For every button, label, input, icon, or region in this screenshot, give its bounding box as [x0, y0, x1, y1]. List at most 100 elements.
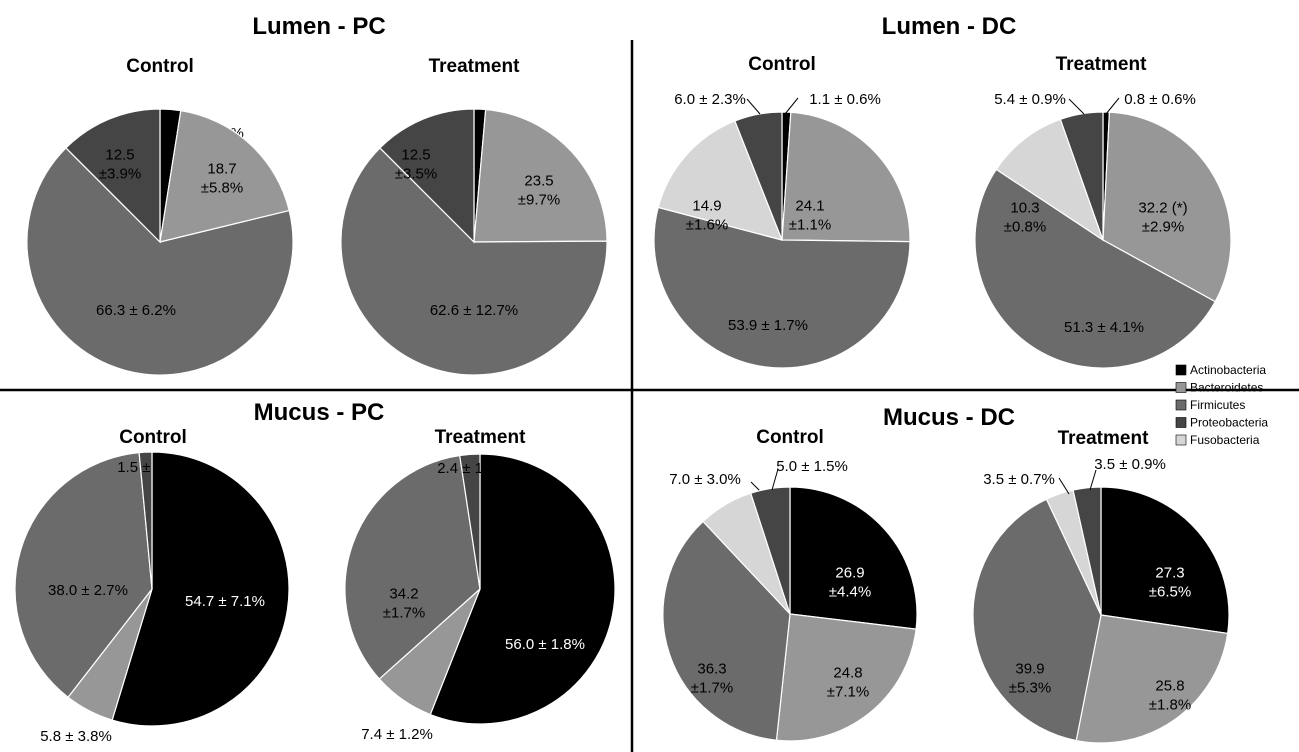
slice-label-proteobacteria: 6.0 ± 2.3%: [674, 91, 746, 108]
slice-fusobacteria: [657, 120, 783, 241]
leader-line: [1105, 97, 1120, 115]
slice-label-bacteroidetes: 5.8 ± 3.8%: [40, 728, 112, 745]
slice-label-proteobacteria: 12.5 ±3.9%: [99, 146, 141, 182]
slice-proteobacteria: [459, 453, 481, 590]
slice-label-actinobacteria: 56.0 ± 1.8%: [505, 636, 585, 653]
slice-label-actinobacteria: 1.1 ± 0.6%: [809, 91, 881, 108]
slice-firmicutes: [26, 147, 294, 376]
legend-swatch-bacteroidetes: [1175, 382, 1187, 393]
legend-label-actinobacteria: Actinobacteria: [1190, 363, 1266, 377]
pie-lumen-dc-treatment: Treatment 0.8 ± 0.6% 32.2 (*) ±2.9% 51.3 ± 4…: [974, 54, 1232, 369]
panel-title: Mucus - DC: [883, 404, 1015, 431]
slice-firmicutes: [344, 454, 481, 680]
slice-bacteroidetes: [1075, 614, 1229, 744]
slice-label-firmicutes: 39.9 ±5.3%: [1009, 660, 1051, 696]
slice-label-bacteroidetes: 18.7 ±5.8%: [201, 160, 243, 196]
slice-label-firmicutes: 51.3 ± 4.1%: [1064, 319, 1144, 336]
pie-mucus-dc-treatment: Treatment 27.3 ±6.5% 25.8 ±1.8% 39.9 ±5.3% 3.5 …: [972, 428, 1230, 744]
slice-bacteroidetes: [775, 613, 917, 742]
slice-label-firmicutes: 53.9 ± 1.7%: [728, 317, 808, 334]
slice-actinobacteria: [789, 486, 918, 630]
slice-proteobacteria: [1072, 486, 1102, 616]
pie-subtitle: Control: [126, 56, 194, 77]
slice-firmicutes: [340, 147, 608, 376]
slice-actinobacteria: [1100, 486, 1230, 635]
slice-label-firmicutes: 38.0 ± 2.7%: [48, 582, 128, 599]
legend-label-bacteroidetes: Bacteroidetes: [1190, 381, 1263, 395]
slice-label-proteobacteria: 5.0 ± 1.5%: [776, 458, 848, 475]
pie-subtitle: Control: [756, 427, 824, 448]
slice-label-proteobacteria: 2.4 ± 1.1%: [437, 460, 509, 477]
leader-line: [784, 97, 799, 115]
slice-proteobacteria: [379, 108, 475, 244]
slice-fusobacteria: [995, 118, 1105, 242]
slice-bacteroidetes: [781, 111, 911, 243]
leader-line: [771, 468, 779, 491]
leader-line: [1058, 477, 1070, 495]
pie-mucus-pc-treatment: Treatment 56.0 ± 1.8% 7.4 ± 1.2% 34.2 ±1.7% 2…: [344, 427, 616, 743]
pie-mucus-pc-control: Control 54.7 ± 7.1% 5.8 ± 3.8% 38.0 ± 2.7% 1…: [14, 427, 290, 745]
slice-bacteroidetes: [473, 108, 608, 243]
slice-label-bacteroidetes: 32.2 (*) ±2.9%: [1138, 199, 1187, 235]
slice-label-bacteroidetes: 7.4 ± 1.2%: [361, 726, 433, 743]
leader-line: [1068, 98, 1085, 115]
slice-label-proteobacteria: 3.5 ± 0.9%: [1094, 456, 1166, 473]
slice-bacteroidetes: [1102, 111, 1232, 303]
legend-swatch-proteobacteria: [1175, 417, 1187, 428]
slice-proteobacteria: [138, 451, 153, 590]
slice-label-firmicutes: 66.3 ± 6.2%: [96, 302, 176, 319]
legend-label-fusobacteria: Fusobacteria: [1190, 433, 1260, 447]
legend-swatch-fusobacteria: [1175, 434, 1187, 446]
slice-label-proteobacteria: 5.4 ± 0.9%: [994, 91, 1066, 108]
slice-label-firmicutes: 62.6 ± 12.7%: [430, 302, 518, 319]
pie-subtitle: Control: [748, 54, 816, 75]
slice-proteobacteria: [1059, 111, 1104, 241]
slice-label-bacteroidetes: 25.8 ±1.8%: [1149, 677, 1191, 713]
pie-mucus-dc-control: Control 26.9 ±4.4% 24.8 ±7.1% 36.3 ±1.7% 7.0 ± …: [662, 427, 918, 742]
slice-actinobacteria: [111, 451, 290, 727]
slice-label-fusobacteria: 7.0 ± 3.0%: [669, 471, 741, 488]
slice-label-bacteroidetes: 24.1 ±1.1%: [789, 197, 831, 233]
legend-swatch-firmicutes: [1175, 399, 1187, 411]
leader-line: [746, 98, 761, 115]
slice-bacteroidetes: [159, 109, 290, 243]
slice-label-proteobacteria: 1.5 ± 1.2%: [117, 459, 189, 476]
slice-firmicutes: [974, 168, 1216, 369]
slice-proteobacteria: [749, 486, 791, 615]
pie-subtitle: Treatment: [1056, 54, 1147, 75]
pie-lumen-dc-control: Control 1.1 ± 0.6% 24.1 ±1.1% 53.9 ± 1.7% 14.…: [653, 54, 911, 369]
panel-title: Lumen - DC: [882, 13, 1017, 40]
legend-label-firmicutes: Firmicutes: [1190, 398, 1245, 412]
slice-firmicutes: [662, 520, 791, 741]
slice-label-actinobacteria: 26.9 ±4.4%: [829, 564, 871, 600]
pie-subtitle: Treatment: [429, 56, 520, 77]
slice-label-firmicutes: 34.2 ±1.7%: [383, 585, 425, 621]
slice-proteobacteria: [734, 111, 783, 241]
panel-lumen-pc: Lumen - PCControl2.5 ± 0.3%18.7±5.8%66.3…: [26, 13, 608, 376]
slice-firmicutes: [14, 451, 153, 699]
slice-firmicutes: [972, 498, 1102, 742]
pie-subtitle: Control: [119, 427, 187, 448]
slice-label-fusobacteria: 14.9 ±1.6%: [686, 197, 728, 233]
pie-subtitle: Treatment: [1058, 428, 1149, 449]
panel-title: Lumen - PC: [252, 13, 385, 40]
legend-swatch-actinobacteria: [1175, 364, 1187, 376]
slice-label-bacteroidetes: 23.5 ±9.7%: [518, 172, 560, 208]
slice-label-actinobacteria: 27.3 ±6.5%: [1149, 564, 1191, 600]
slice-label-bacteroidetes: 24.8 ±7.1%: [827, 664, 869, 700]
slice-firmicutes: [653, 206, 911, 369]
slice-proteobacteria: [65, 108, 161, 244]
legend: Actinobacteria Bacteroidetes Firmicutes Pro…: [1175, 363, 1268, 447]
slice-actinobacteria: [429, 453, 616, 725]
pie-subtitle: Treatment: [435, 427, 526, 448]
legend-label-proteobacteria: Proteobacteria: [1190, 416, 1268, 430]
slice-label-actinobacteria: 54.7 ± 7.1%: [185, 593, 265, 610]
slice-label-fusobacteria: 3.5 ± 0.7%: [983, 471, 1055, 488]
panel-lumen-dc: Lumen - DC Control 1.1 ± 0.6% 24.1 ±1.1% 53.9…: [653, 13, 1232, 369]
slice-label-firmicutes: 36.3 ±1.7%: [691, 660, 733, 696]
slice-label-proteobacteria: 12.5 ±3.5%: [395, 146, 437, 182]
panel-mucus-dc: Mucus - DC Control 26.9 ±4.4% 24.8 ±7.1% 36.3 ±…: [662, 404, 1230, 744]
